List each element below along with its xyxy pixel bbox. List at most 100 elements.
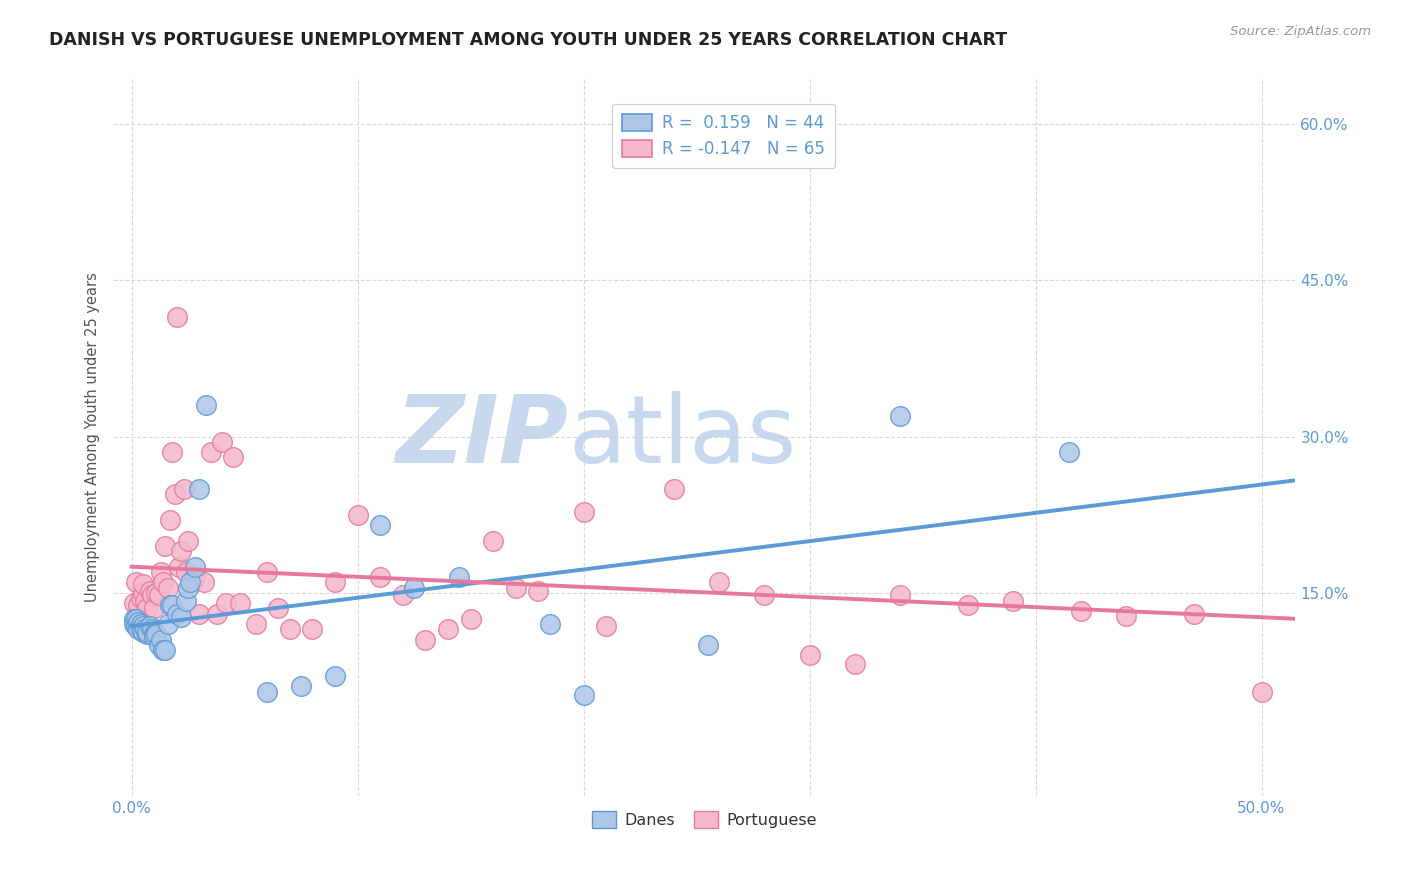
Point xyxy=(572,504,595,518)
Point xyxy=(200,445,222,459)
Point xyxy=(143,601,166,615)
Text: Source: ZipAtlas.com: Source: ZipAtlas.com xyxy=(1230,25,1371,38)
Point xyxy=(163,487,186,501)
Point xyxy=(1070,605,1092,619)
Text: DANISH VS PORTUGUESE UNEMPLOYMENT AMONG YOUTH UNDER 25 YEARS CORRELATION CHART: DANISH VS PORTUGUESE UNEMPLOYMENT AMONG … xyxy=(49,31,1007,49)
Point xyxy=(141,622,163,636)
Point xyxy=(152,575,174,590)
Point xyxy=(125,612,148,626)
Point xyxy=(122,617,145,632)
Point xyxy=(460,612,482,626)
Point xyxy=(267,601,290,615)
Point xyxy=(449,570,471,584)
Point xyxy=(323,669,346,683)
Point xyxy=(136,627,159,641)
Point xyxy=(162,599,184,613)
Point xyxy=(184,559,207,574)
Point xyxy=(696,638,718,652)
Point xyxy=(207,607,229,621)
Point xyxy=(125,575,148,590)
Point xyxy=(143,630,166,644)
Point xyxy=(256,684,278,698)
Point xyxy=(149,632,172,647)
Point xyxy=(152,643,174,657)
Point xyxy=(215,596,238,610)
Point xyxy=(145,586,167,600)
Point xyxy=(122,596,145,610)
Point xyxy=(193,575,215,590)
Point xyxy=(179,575,201,590)
Point xyxy=(177,581,200,595)
Text: atlas: atlas xyxy=(568,391,797,483)
Point xyxy=(1182,607,1205,621)
Point xyxy=(595,619,617,633)
Point xyxy=(404,581,426,595)
Point xyxy=(132,586,155,600)
Point xyxy=(889,409,911,423)
Point xyxy=(245,617,267,632)
Point xyxy=(155,539,177,553)
Point xyxy=(290,680,312,694)
Point xyxy=(368,570,391,584)
Point xyxy=(166,310,188,324)
Point xyxy=(222,450,245,465)
Point xyxy=(156,617,179,632)
Point xyxy=(707,575,730,590)
Point xyxy=(143,627,166,641)
Point xyxy=(129,622,152,636)
Point xyxy=(127,615,149,629)
Point xyxy=(211,434,233,449)
Point xyxy=(136,601,159,615)
Point xyxy=(145,627,167,641)
Point xyxy=(482,533,505,548)
Point xyxy=(323,575,346,590)
Point xyxy=(127,599,149,613)
Point xyxy=(195,398,218,412)
Point xyxy=(181,575,204,590)
Point xyxy=(141,588,163,602)
Point xyxy=(572,688,595,702)
Point xyxy=(889,588,911,602)
Point xyxy=(127,622,149,636)
Point xyxy=(437,622,460,636)
Point xyxy=(159,599,181,613)
Y-axis label: Unemployment Among Youth under 25 years: Unemployment Among Youth under 25 years xyxy=(86,272,100,601)
Point xyxy=(391,588,413,602)
Point xyxy=(1250,684,1272,698)
Point xyxy=(129,591,152,605)
Point xyxy=(188,482,211,496)
Point xyxy=(538,617,561,632)
Point xyxy=(125,619,148,633)
Point xyxy=(956,599,979,613)
Point xyxy=(132,577,155,591)
Point xyxy=(256,565,278,579)
Point xyxy=(167,559,190,574)
Point xyxy=(229,596,252,610)
Point xyxy=(134,594,156,608)
Point xyxy=(156,581,179,595)
Point xyxy=(170,544,193,558)
Point xyxy=(844,657,866,671)
Point xyxy=(159,513,181,527)
Point xyxy=(368,518,391,533)
Point xyxy=(132,625,155,640)
Point xyxy=(166,607,188,621)
Point xyxy=(174,565,197,579)
Point xyxy=(1059,445,1081,459)
Point xyxy=(148,588,170,602)
Point xyxy=(138,583,160,598)
Point xyxy=(799,648,821,663)
Point xyxy=(1001,594,1024,608)
Point xyxy=(149,565,172,579)
Point xyxy=(301,622,323,636)
Text: ZIP: ZIP xyxy=(395,391,568,483)
Point xyxy=(177,533,200,548)
Point xyxy=(1115,608,1137,623)
Point xyxy=(527,583,550,598)
Point xyxy=(170,609,193,624)
Point xyxy=(188,607,211,621)
Point xyxy=(754,588,776,602)
Point xyxy=(122,612,145,626)
Point xyxy=(132,619,155,633)
Point xyxy=(174,594,197,608)
